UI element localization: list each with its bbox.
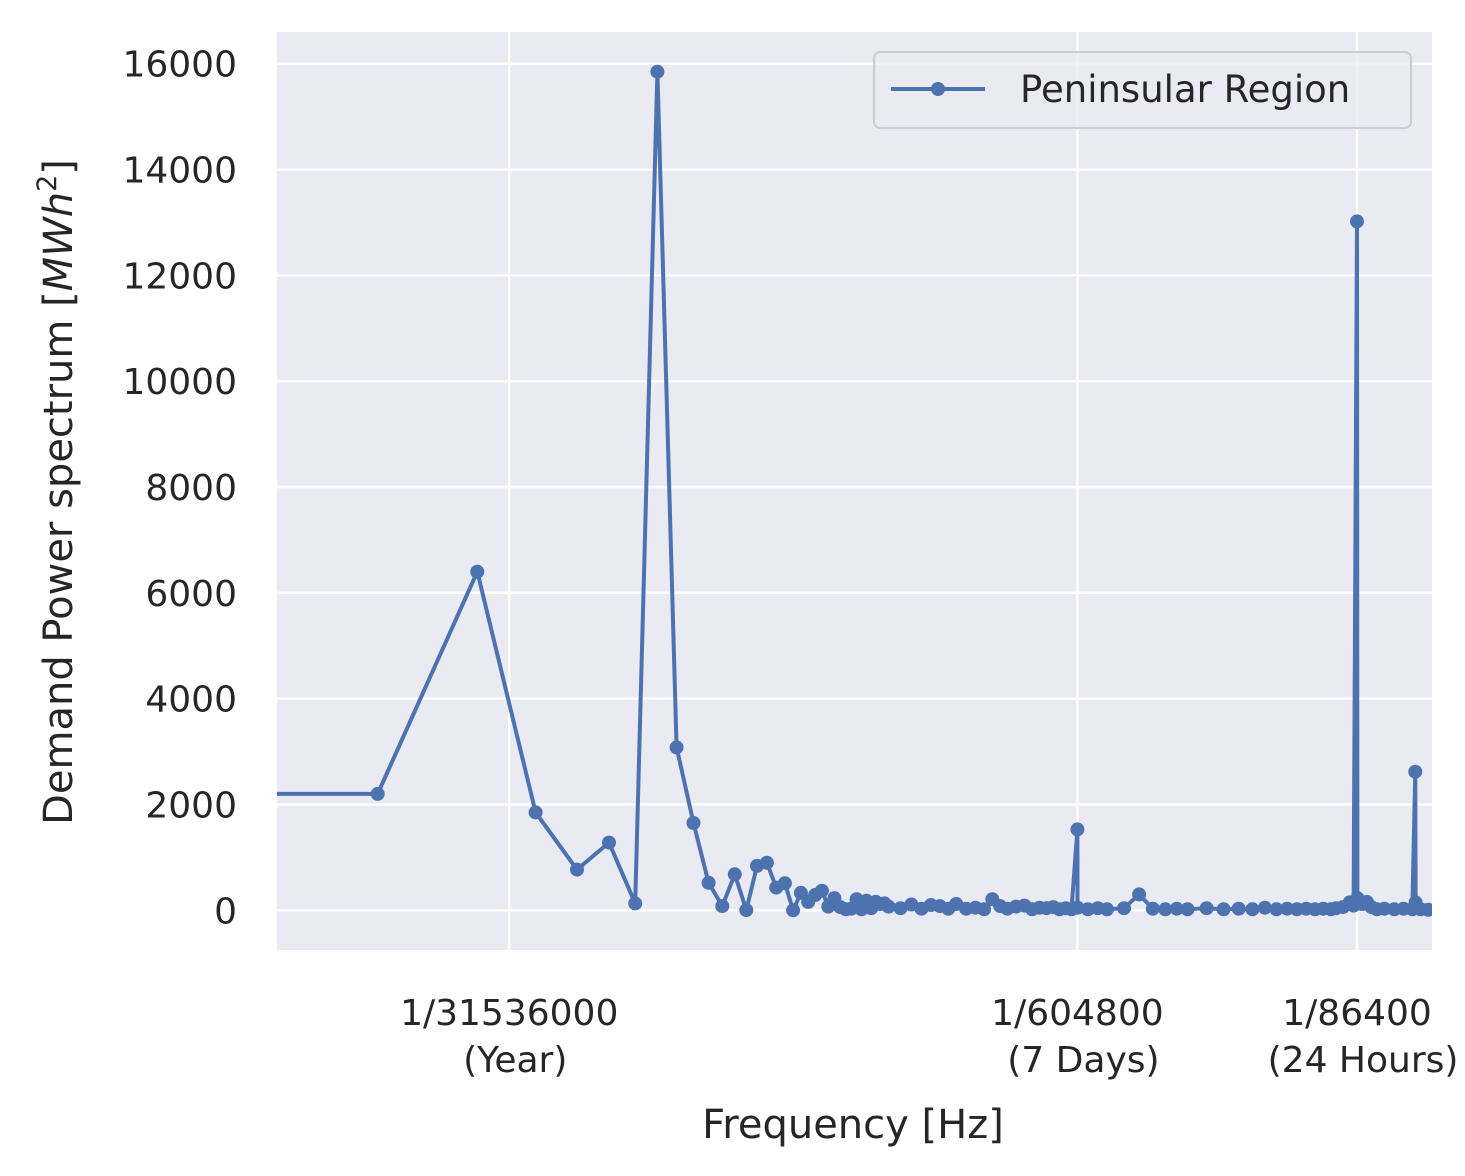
- series-point: [1180, 902, 1195, 917]
- legend-box: [873, 51, 1412, 129]
- x-tick-label-period: (Year): [463, 1040, 567, 1081]
- series-point: [1145, 901, 1160, 916]
- series-point: [1377, 901, 1392, 916]
- series-layer: [277, 64, 1432, 918]
- series-point: [977, 902, 992, 917]
- series-point: [686, 816, 701, 830]
- series-point: [786, 903, 801, 918]
- y-axis-label: Demand Power spectrum [MWh2]: [32, 159, 82, 825]
- y-tick-label: 16000: [122, 45, 237, 86]
- series-point: [1428, 903, 1432, 916]
- series-point: [1408, 764, 1423, 779]
- series-point: [701, 875, 716, 890]
- series-point: [470, 564, 485, 579]
- y-axis-label-unit: MWh: [36, 192, 82, 291]
- legend-marker: [931, 82, 945, 96]
- y-tick-label: 10000: [122, 362, 237, 403]
- y-tick-labels: 0 2000 4000 6000 8000 10000 12000 14000 16000: [122, 45, 237, 933]
- series-point: [1216, 902, 1231, 917]
- legend-label: Peninsular Region: [1020, 68, 1350, 111]
- y-tick-label: 4000: [145, 680, 237, 721]
- series-point: [1132, 887, 1147, 902]
- series-point: [669, 740, 684, 755]
- series-point: [893, 901, 908, 916]
- series-point: [650, 64, 665, 79]
- series-point: [1350, 214, 1364, 229]
- series-point: [570, 862, 584, 877]
- series-point: [1070, 822, 1085, 837]
- series-point: [739, 903, 754, 918]
- x-axis-label: Frequency [Hz]: [702, 1102, 1004, 1148]
- y-tick-label: 0: [214, 891, 237, 932]
- y-tick-label: 2000: [145, 785, 237, 826]
- x-tick-label-value: 1/86400: [1282, 993, 1432, 1034]
- series-point: [1070, 900, 1085, 915]
- x-tick-label-value: 1/31536000: [400, 993, 618, 1034]
- grid-lines: [277, 32, 1432, 950]
- y-tick-label: 6000: [145, 574, 237, 615]
- series-point: [814, 883, 829, 898]
- series-point: [1199, 901, 1214, 916]
- series-point: [1257, 900, 1272, 915]
- legend: Peninsular Region: [873, 51, 1412, 129]
- series-point: [602, 835, 616, 850]
- series-point: [528, 805, 543, 820]
- y-axis-label-close: ]: [36, 159, 82, 175]
- x-tick-label-value: 1/604800: [991, 993, 1163, 1034]
- series-point: [370, 786, 385, 801]
- series-point: [1421, 902, 1432, 917]
- series-point: [1169, 901, 1184, 916]
- series-point: [1269, 902, 1284, 917]
- plot-background: [277, 32, 1432, 950]
- series-point: [1117, 901, 1131, 916]
- series-point: [1158, 902, 1173, 917]
- y-tick-label: 14000: [122, 151, 237, 192]
- series-point: [715, 899, 730, 914]
- series-point: [628, 896, 643, 911]
- y-axis-label-main: Demand Power spectrum [: [36, 291, 82, 825]
- series-point: [1231, 901, 1246, 916]
- y-tick-label: 12000: [122, 256, 237, 297]
- series-point: [1245, 902, 1260, 917]
- series-point: [1100, 902, 1114, 917]
- y-axis-label-sup: 2: [32, 175, 63, 192]
- x-tick-label-period: (7 Days): [1007, 1040, 1159, 1081]
- x-tick-labels: 1/31536000 (Year) 1/604800 (7 Days) 1/86400 (…: [400, 993, 1458, 1081]
- series-point: [777, 876, 792, 891]
- series-point: [759, 855, 774, 870]
- y-tick-label: 8000: [145, 468, 237, 509]
- series-point: [881, 899, 896, 914]
- series-point: [727, 867, 742, 882]
- x-tick-label-period: (24 Hours): [1268, 1040, 1459, 1081]
- series-point: [1280, 901, 1295, 916]
